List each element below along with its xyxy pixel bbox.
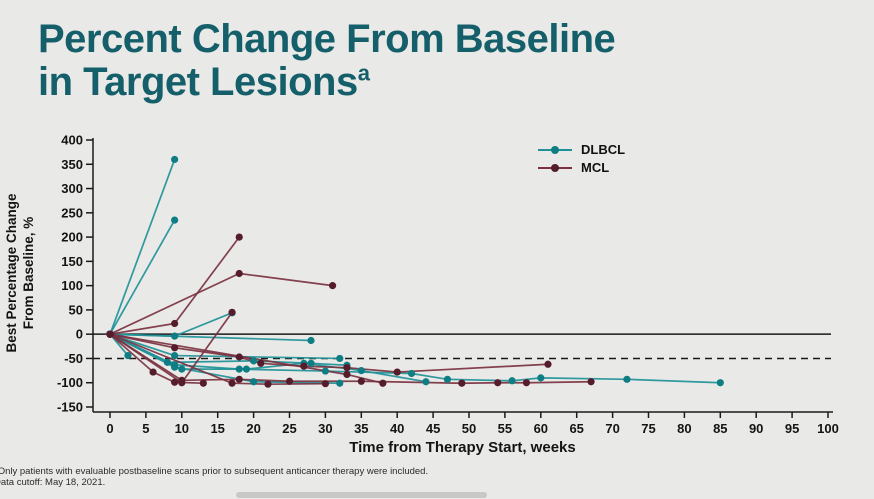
svg-text:0: 0 — [76, 327, 83, 342]
footnote-1-text: Only patients with evaluable postbaselin… — [0, 466, 429, 478]
video-progress-bar — [236, 492, 487, 498]
svg-text:55: 55 — [498, 421, 512, 436]
svg-text:200: 200 — [61, 230, 83, 245]
title-superscript: a — [357, 60, 370, 86]
svg-text:20: 20 — [246, 421, 260, 436]
svg-text:100: 100 — [817, 421, 839, 436]
svg-text:-50: -50 — [64, 351, 83, 366]
legend-item-dlbcl: DLBCL — [538, 141, 625, 158]
svg-text:80: 80 — [677, 421, 691, 436]
svg-text:350: 350 — [61, 157, 83, 172]
svg-text:300: 300 — [61, 181, 83, 196]
svg-text:5: 5 — [142, 421, 149, 436]
page-title: Percent Change From Baseline in Target L… — [38, 17, 616, 105]
svg-text:60: 60 — [534, 421, 548, 436]
svg-text:250: 250 — [61, 205, 83, 220]
svg-text:10: 10 — [175, 421, 189, 436]
svg-text:40: 40 — [390, 421, 404, 436]
dlbcl-marker-icon — [538, 145, 572, 155]
svg-text:0: 0 — [106, 421, 113, 436]
svg-text:150: 150 — [61, 254, 83, 269]
svg-text:15: 15 — [210, 421, 224, 436]
legend-label-dlbcl: DLBCL — [581, 142, 626, 157]
svg-text:65: 65 — [569, 421, 583, 436]
svg-text:400: 400 — [61, 133, 83, 148]
mcl-dot-swatch — [551, 163, 559, 172]
footnote-2: Data cutoff: May 18, 2021. — [0, 477, 106, 489]
mcl-marker-icon — [538, 163, 572, 173]
title-line-1: Percent Change From Baseline — [38, 17, 616, 61]
footnote-1: aOnly patients with evaluable postbaseli… — [0, 465, 428, 477]
svg-text:90: 90 — [749, 421, 763, 436]
legend: DLBCL MCL — [538, 141, 625, 177]
svg-text:35: 35 — [354, 421, 368, 436]
svg-text:85: 85 — [713, 421, 727, 436]
footnotes: aOnly patients with evaluable postbaseli… — [0, 465, 428, 489]
svg-text:50: 50 — [69, 302, 83, 317]
x-axis-label: Time from Therapy Start, weeks — [349, 439, 576, 456]
legend-label-mcl: MCL — [581, 160, 610, 175]
svg-text:50: 50 — [462, 421, 476, 436]
title-line-2: in Target Lesions — [38, 60, 358, 105]
svg-text:25: 25 — [282, 421, 296, 436]
svg-text:70: 70 — [605, 421, 619, 436]
svg-text:45: 45 — [426, 421, 440, 436]
svg-text:100: 100 — [61, 278, 83, 293]
svg-text:-150: -150 — [57, 400, 83, 415]
svg-text:75: 75 — [641, 421, 655, 436]
svg-text:30: 30 — [318, 421, 332, 436]
legend-item-mcl: MCL — [538, 159, 625, 176]
dlbcl-dot-swatch — [551, 145, 559, 154]
svg-text:-100: -100 — [57, 375, 83, 390]
svg-text:95: 95 — [785, 421, 799, 436]
